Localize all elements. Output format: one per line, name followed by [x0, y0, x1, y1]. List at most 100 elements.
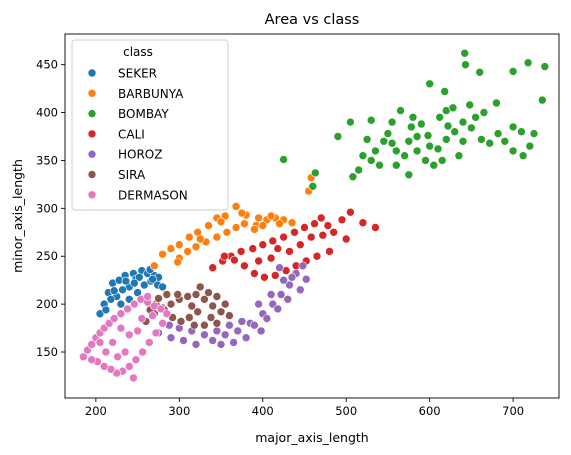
data-point [346, 117, 355, 127]
legend-marker [87, 149, 97, 159]
data-point [200, 330, 209, 340]
data-point [437, 156, 447, 165]
data-point [295, 240, 305, 249]
data-point [279, 232, 288, 242]
y-tick-label: 250 [36, 249, 58, 263]
data-point [173, 290, 182, 299]
data-point [525, 141, 535, 151]
data-point [298, 261, 308, 271]
data-point [318, 230, 328, 240]
data-point [400, 151, 409, 160]
data-point [508, 146, 518, 156]
series-barbunya [150, 173, 316, 271]
data-point [143, 292, 152, 301]
data-point [254, 256, 263, 266]
data-point [258, 240, 268, 249]
data-point [233, 326, 242, 336]
data-point [266, 211, 276, 221]
data-point [408, 113, 418, 122]
data-point [191, 290, 201, 299]
data-point [129, 373, 138, 383]
data-point [310, 219, 319, 228]
data-point [458, 117, 468, 127]
data-point [346, 207, 355, 217]
data-point [354, 165, 364, 175]
data-point [113, 352, 122, 362]
data-point [240, 261, 249, 271]
data-point [162, 290, 172, 299]
y-tick-label: 300 [36, 201, 58, 215]
data-point [101, 305, 111, 315]
data-point [250, 225, 259, 234]
data-point [166, 333, 176, 343]
data-point [362, 135, 372, 144]
data-point [154, 294, 163, 303]
data-point [140, 280, 149, 290]
data-point [387, 117, 397, 127]
data-point [99, 362, 109, 371]
data-point [406, 122, 416, 132]
data-point [176, 317, 186, 326]
data-point [268, 236, 278, 246]
points-layer [79, 48, 550, 383]
data-point [150, 261, 159, 271]
data-point [158, 282, 167, 292]
data-point [116, 299, 126, 309]
data-point [285, 247, 294, 256]
data-point [391, 160, 401, 170]
data-point [204, 221, 213, 230]
data-point [191, 242, 201, 251]
y-tick-label: 150 [36, 345, 58, 359]
data-point [195, 234, 205, 244]
data-point [108, 338, 117, 347]
data-point [391, 146, 401, 156]
data-point [208, 336, 217, 345]
data-point [379, 137, 389, 146]
x-tick-label: 300 [168, 404, 190, 418]
data-point [79, 352, 88, 362]
data-point [316, 213, 326, 223]
data-point [460, 48, 470, 58]
data-point [116, 309, 126, 319]
data-point [120, 347, 130, 357]
data-point [458, 137, 468, 146]
data-point [429, 160, 439, 170]
x-axis-ticks: 200 300 400 500 600 700 [85, 398, 524, 418]
data-point [212, 318, 222, 328]
data-point [179, 336, 188, 345]
legend-label: CALI [118, 127, 145, 141]
data-point [116, 323, 126, 333]
data-point [508, 122, 518, 132]
data-point [225, 311, 234, 320]
data-point [517, 127, 526, 136]
data-point [433, 144, 443, 154]
data-point [312, 251, 322, 261]
data-point [383, 129, 393, 138]
data-point [287, 218, 297, 227]
data-point [231, 202, 241, 211]
data-point [285, 280, 294, 290]
data-point [467, 123, 476, 133]
data-point [220, 251, 229, 261]
data-point [183, 292, 192, 301]
data-point [101, 347, 111, 357]
data-point [371, 146, 380, 156]
data-point [477, 135, 486, 144]
data-point [190, 320, 199, 330]
data-point [83, 345, 92, 355]
data-point [337, 215, 347, 225]
series-seker [95, 265, 167, 319]
data-point [500, 137, 510, 146]
x-tick-label: 500 [335, 404, 357, 418]
data-point [123, 304, 132, 314]
data-point [195, 282, 205, 292]
data-point [109, 314, 119, 323]
data-point [275, 263, 284, 273]
legend-label: BOMBAY [118, 107, 169, 121]
plot-frame [64, 33, 560, 399]
legend-marker [87, 68, 97, 78]
data-point [366, 156, 376, 165]
data-point [148, 311, 157, 320]
data-point [358, 218, 368, 227]
data-point [306, 232, 316, 242]
